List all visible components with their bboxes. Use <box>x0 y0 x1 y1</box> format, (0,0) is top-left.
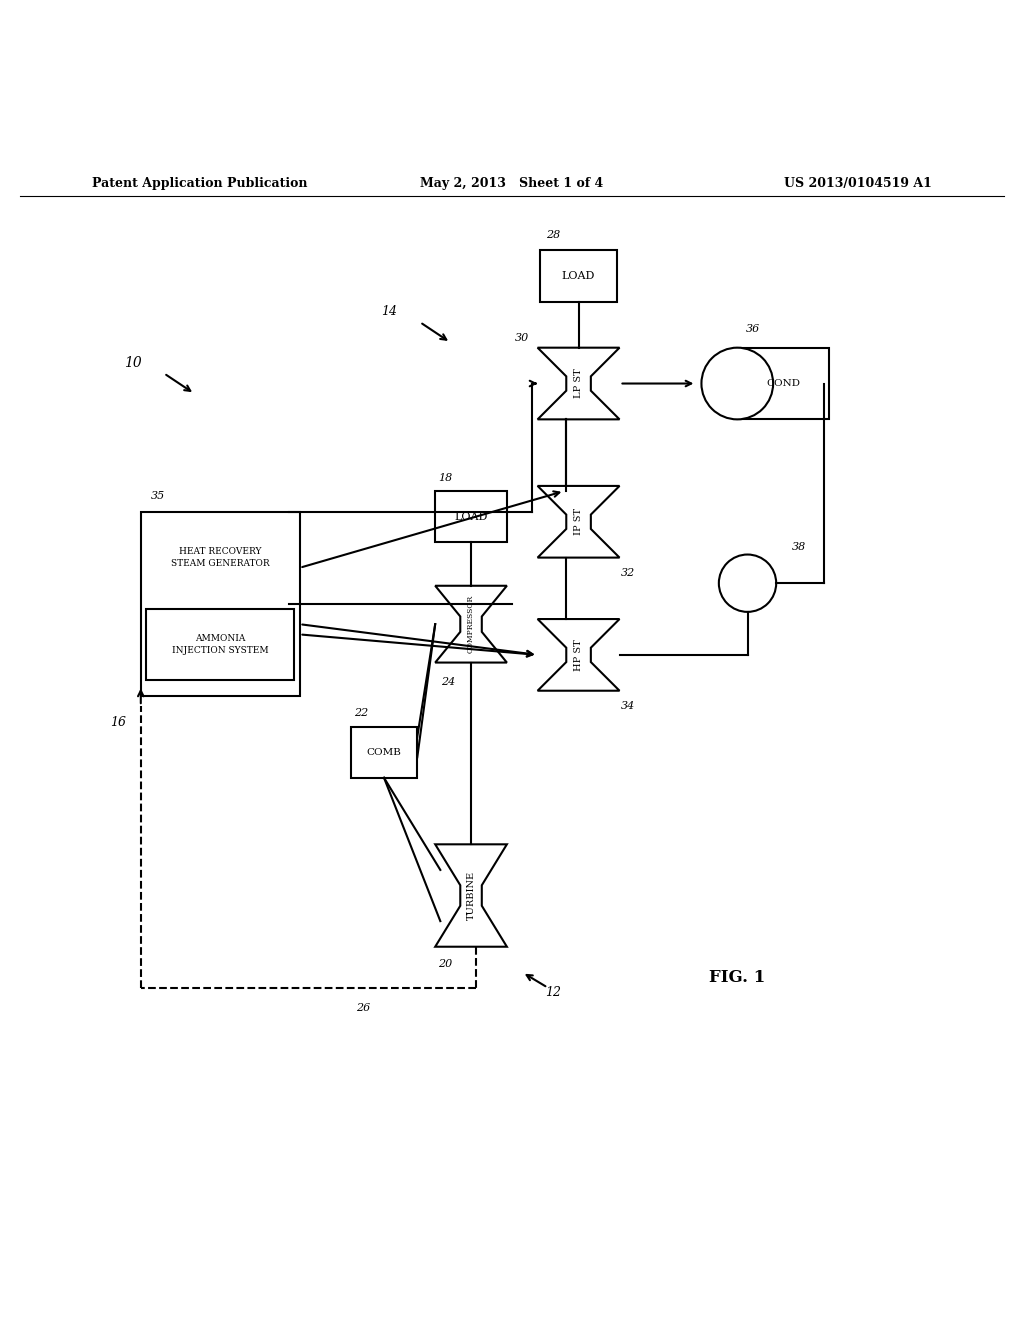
Polygon shape <box>435 586 507 663</box>
Text: HEAT RECOVERY
STEAM GENERATOR: HEAT RECOVERY STEAM GENERATOR <box>171 548 269 568</box>
Polygon shape <box>538 619 620 690</box>
Text: FIG. 1: FIG. 1 <box>710 969 765 986</box>
Text: 34: 34 <box>621 701 635 711</box>
Text: HP ST: HP ST <box>574 639 583 671</box>
Text: 14: 14 <box>381 305 397 318</box>
Text: AMMONIA
INJECTION SYSTEM: AMMONIA INJECTION SYSTEM <box>172 634 268 655</box>
Circle shape <box>719 554 776 612</box>
Text: 18: 18 <box>438 473 453 483</box>
Bar <box>541 251 616 301</box>
Text: COMB: COMB <box>367 747 401 756</box>
Text: LOAD: LOAD <box>455 512 487 521</box>
Text: IP ST: IP ST <box>574 508 583 536</box>
Text: 12: 12 <box>545 986 561 999</box>
Text: TURBINE: TURBINE <box>467 871 475 920</box>
Polygon shape <box>538 486 620 557</box>
Text: 36: 36 <box>745 325 760 334</box>
Text: 32: 32 <box>621 568 635 578</box>
Text: 20: 20 <box>438 960 453 969</box>
Text: COND: COND <box>766 379 801 388</box>
Text: May 2, 2013   Sheet 1 of 4: May 2, 2013 Sheet 1 of 4 <box>421 177 603 190</box>
Text: 38: 38 <box>792 543 806 553</box>
Text: 16: 16 <box>111 717 126 730</box>
Text: 28: 28 <box>546 230 560 240</box>
Text: US 2013/0104519 A1: US 2013/0104519 A1 <box>784 177 932 190</box>
Polygon shape <box>435 845 507 946</box>
Bar <box>350 726 418 777</box>
Text: Patent Application Publication: Patent Application Publication <box>92 177 307 190</box>
Text: 10: 10 <box>124 356 142 370</box>
Bar <box>737 347 829 420</box>
Text: LOAD: LOAD <box>562 271 595 281</box>
Text: 24: 24 <box>441 677 456 688</box>
Text: LP ST: LP ST <box>574 368 583 399</box>
Bar <box>435 491 507 543</box>
Text: 22: 22 <box>354 709 369 718</box>
Bar <box>146 609 295 681</box>
Text: COMPRESSOR: COMPRESSOR <box>467 595 475 653</box>
Text: 26: 26 <box>356 1003 371 1012</box>
Circle shape <box>701 347 773 420</box>
Text: 35: 35 <box>152 491 165 502</box>
Text: 30: 30 <box>515 333 529 343</box>
Polygon shape <box>538 347 620 420</box>
Bar <box>141 512 299 696</box>
